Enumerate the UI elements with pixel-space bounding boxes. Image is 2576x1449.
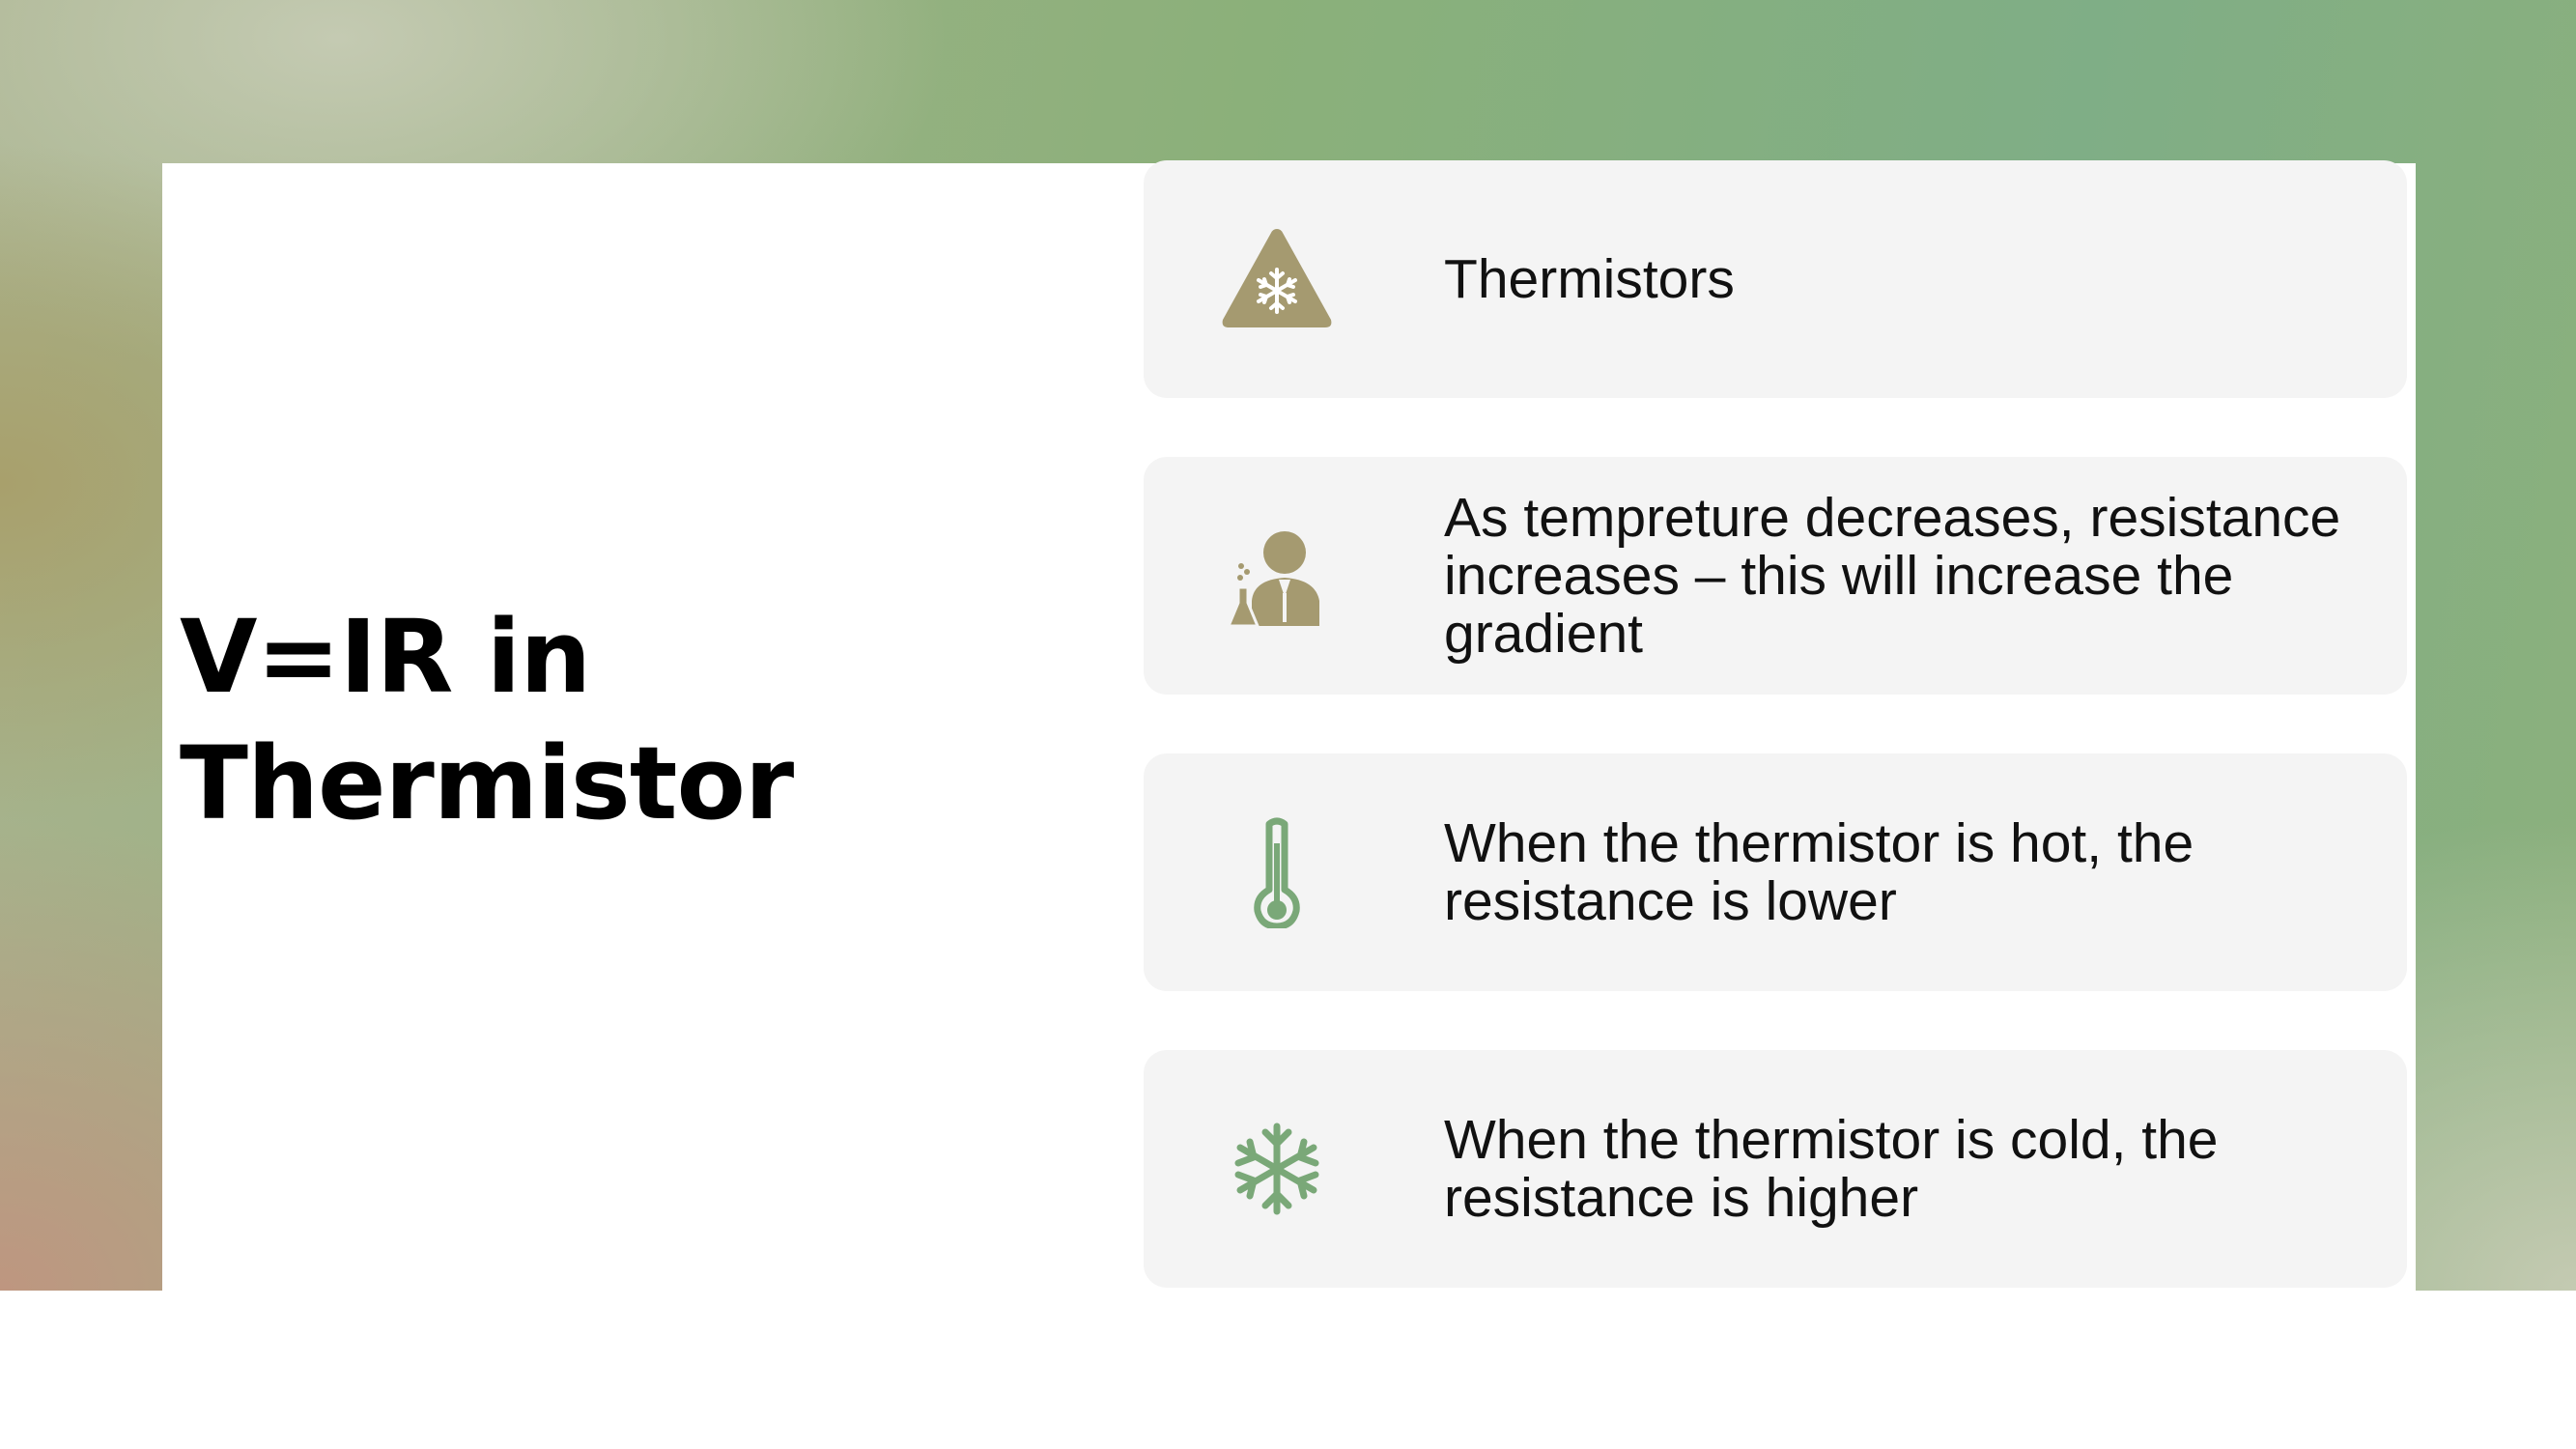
thermometer-icon xyxy=(1221,816,1333,928)
card-cold-thermistor: When the thermistor is cold, the resista… xyxy=(1144,1050,2407,1288)
card-text: When the thermistor is cold, the resista… xyxy=(1444,1109,2219,1229)
card-temperature-resistance: As tempreture decreases, resistance incr… xyxy=(1144,457,2407,695)
scientist-icon xyxy=(1221,520,1333,632)
slide-title: V=IR in Thermistor xyxy=(180,598,794,842)
card-text: Thermistors xyxy=(1444,248,1735,310)
triangle-snowflake-icon xyxy=(1221,223,1333,335)
snowflake-icon xyxy=(1221,1113,1333,1225)
card-text: As tempreture decreases, resistance incr… xyxy=(1444,487,2341,665)
card-text: When the thermistor is hot, the resistan… xyxy=(1444,812,2194,932)
card-thermistors: Thermistors xyxy=(1144,160,2407,398)
card-hot-thermistor: When the thermistor is hot, the resistan… xyxy=(1144,753,2407,991)
